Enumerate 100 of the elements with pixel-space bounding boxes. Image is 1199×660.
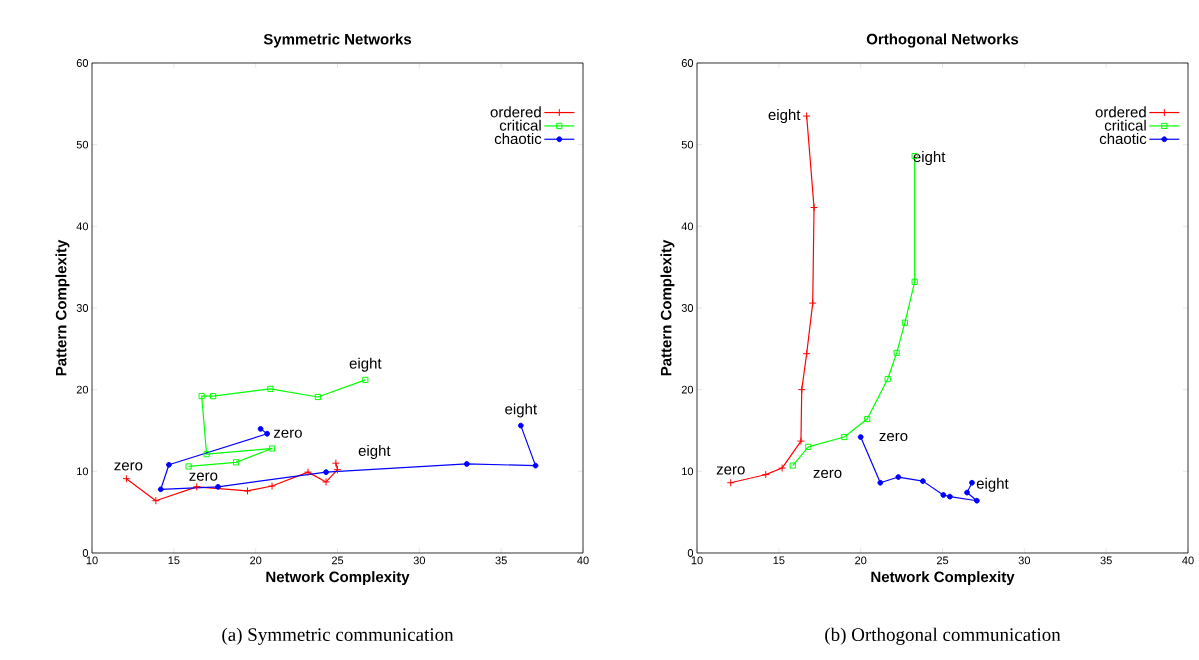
- point: [268, 445, 276, 452]
- y-tick-label: 20: [681, 385, 694, 394]
- y-tick-label: 30: [681, 304, 694, 312]
- legend-label: chaotic: [1099, 133, 1147, 145]
- point: [532, 462, 539, 469]
- point: [810, 203, 819, 212]
- point: [185, 463, 192, 470]
- x-tick-label: 40: [577, 556, 589, 565]
- point: [210, 393, 217, 400]
- point: [726, 478, 735, 487]
- point: [805, 443, 812, 450]
- point: [122, 474, 131, 483]
- legend-label: critical: [1104, 119, 1146, 131]
- point: [323, 469, 329, 476]
- y-tick-label: 0: [687, 549, 694, 557]
- point: [877, 479, 884, 486]
- point: [778, 464, 787, 473]
- point: [802, 112, 811, 121]
- y-axis-title: Pattern Complexity: [660, 239, 675, 376]
- point: [789, 462, 796, 469]
- point: [243, 486, 252, 495]
- x-axis-title: Network Complexity: [871, 571, 1015, 586]
- point: [151, 496, 160, 505]
- point: [215, 483, 221, 490]
- point: [946, 493, 953, 500]
- y-tick-label: 50: [681, 140, 694, 149]
- annotation: zero: [189, 472, 218, 481]
- text: (a) Symmetric communication: [222, 627, 454, 645]
- point: [203, 451, 210, 458]
- x-tick-label: 15: [168, 556, 180, 565]
- point: [517, 422, 524, 429]
- y-tick-label: 50: [76, 140, 89, 149]
- point: [895, 474, 902, 480]
- y-tick-label: 10: [682, 467, 694, 476]
- annotation: eight: [358, 444, 391, 459]
- x-tick-label: 10: [691, 556, 703, 565]
- y-tick-label: 20: [76, 385, 89, 394]
- point: [166, 461, 172, 468]
- annotation: eight: [505, 403, 537, 418]
- point: [264, 430, 271, 437]
- point: [463, 461, 470, 467]
- annotation: eight: [976, 477, 1009, 492]
- y-tick-label: 60: [76, 59, 89, 67]
- x-tick-label: 10: [86, 556, 98, 565]
- point: [232, 459, 240, 466]
- point: [331, 459, 340, 468]
- point: [893, 349, 900, 356]
- chart-title: Symmetric Networks: [263, 33, 412, 48]
- point: [884, 375, 891, 383]
- point: [808, 299, 817, 308]
- x-tick-label: 25: [331, 556, 344, 565]
- y-tick-label: 40: [76, 222, 89, 231]
- annotation: zero: [716, 466, 745, 475]
- point: [304, 468, 313, 477]
- point: [157, 486, 164, 493]
- annotation: zero: [114, 462, 143, 471]
- point: [267, 385, 274, 392]
- legend-label: chaotic: [494, 133, 542, 145]
- point: [919, 478, 926, 485]
- point: [857, 434, 864, 440]
- annotation: eight: [768, 109, 801, 124]
- x-tick-label: 20: [855, 556, 867, 565]
- legend-label: ordered: [1095, 106, 1146, 118]
- y-tick-label: 60: [681, 59, 694, 67]
- y-axis-title: Pattern Complexity: [55, 239, 70, 376]
- x-tick-label: 20: [250, 556, 262, 565]
- point: [841, 433, 848, 441]
- point: [969, 479, 975, 486]
- y-tick-label: 40: [681, 222, 694, 231]
- x-tick-label: 30: [413, 556, 426, 565]
- point: [314, 393, 321, 401]
- annotation: zero: [879, 432, 908, 442]
- point: [333, 465, 342, 474]
- x-tick-label: 15: [773, 556, 785, 565]
- annotation: zero: [813, 469, 842, 479]
- x-tick-label: 25: [936, 556, 949, 565]
- annotation: eight: [349, 357, 382, 372]
- point: [761, 470, 770, 479]
- point: [911, 278, 918, 285]
- x-tick-label: 35: [495, 556, 507, 565]
- annotation: zero: [273, 429, 302, 438]
- text: (b) Orthogonal communication: [825, 627, 1061, 645]
- point: [802, 349, 811, 358]
- x-tick-label: 30: [1018, 556, 1031, 565]
- point: [198, 393, 205, 400]
- y-tick-label: 10: [77, 467, 89, 476]
- point: [796, 437, 805, 446]
- point: [322, 477, 331, 486]
- y-tick-label: 30: [76, 304, 89, 312]
- point: [901, 319, 908, 326]
- point: [268, 482, 277, 491]
- x-axis-title: Network Complexity: [266, 571, 410, 586]
- point: [362, 376, 369, 383]
- point: [964, 489, 970, 496]
- point: [940, 492, 947, 498]
- legend-label: critical: [499, 119, 541, 131]
- legend-label: ordered: [490, 106, 541, 118]
- point: [864, 415, 871, 423]
- chart-title: Orthogonal Networks: [866, 33, 1019, 48]
- point: [257, 425, 264, 432]
